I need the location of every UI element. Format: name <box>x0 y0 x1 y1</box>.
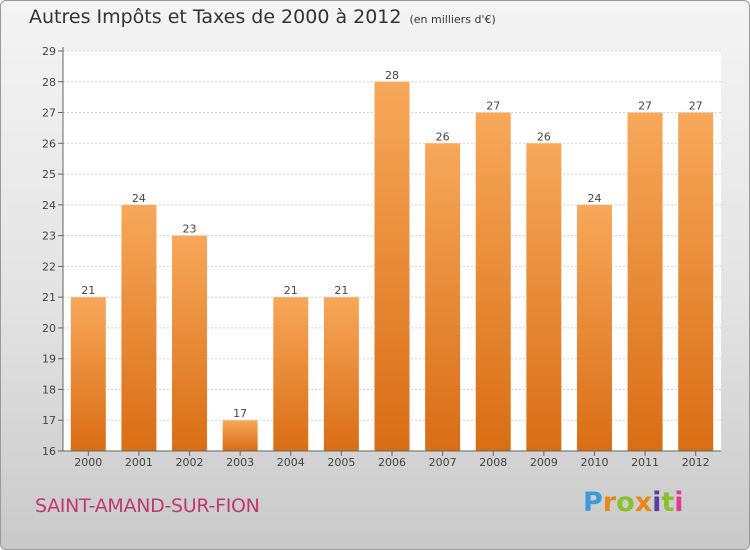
x-tick-label: 2006 <box>378 456 406 469</box>
logo-letter: o <box>616 487 635 518</box>
data-label: 28 <box>385 69 399 82</box>
bar <box>374 81 410 452</box>
x-tick-label: 2007 <box>429 456 457 469</box>
bar <box>70 297 106 451</box>
x-tick-label: 2008 <box>479 456 507 469</box>
data-label: 27 <box>689 100 703 113</box>
y-tick-label: 17 <box>42 414 56 427</box>
x-tick-label: 2000 <box>74 456 102 469</box>
axes: 16 17 18 19 20 21 22 23 24 25 26 27 28 29 2000 2001 2002… <box>42 45 721 469</box>
bar <box>222 420 258 451</box>
chart-title: Autres Impôts et Taxes de 2000 à 2012 (en… <box>29 6 496 28</box>
bar <box>526 143 562 452</box>
bar <box>273 297 309 451</box>
data-label: 24 <box>587 192 601 205</box>
bar <box>627 112 663 452</box>
logo-letter: t <box>661 487 675 518</box>
commune-name: SAINT-AMAND-SUR-FION <box>35 495 260 517</box>
x-tick-label: 2003 <box>226 456 254 469</box>
y-tick-label: 28 <box>42 76 56 89</box>
chart-title-text: Autres Impôts et Taxes de 2000 à 2012 <box>29 6 402 28</box>
x-tick-label: 2005 <box>327 456 355 469</box>
data-label: 26 <box>537 130 551 143</box>
x-tick-label: 2002 <box>176 456 204 469</box>
x-tick-label: 2012 <box>682 456 710 469</box>
data-label: 17 <box>233 407 247 420</box>
y-tick-label: 29 <box>42 45 56 58</box>
y-tick-label: 18 <box>42 383 56 396</box>
x-tick-label: 2011 <box>631 456 659 469</box>
bar <box>576 204 612 451</box>
y-tick-label: 20 <box>42 322 56 335</box>
y-tick-label: 24 <box>42 199 56 212</box>
logo-letter: i <box>652 487 662 518</box>
bar <box>678 112 714 452</box>
logo-letter: r <box>602 487 617 518</box>
chart-unit: (en milliers d'€) <box>409 13 496 26</box>
logo-letter: i <box>674 487 684 518</box>
logo-letter: P <box>583 487 603 518</box>
y-tick-label: 27 <box>42 107 56 120</box>
bar <box>475 112 511 452</box>
data-label: 27 <box>638 100 652 113</box>
bar <box>425 143 461 452</box>
bar <box>121 204 157 451</box>
bars: 21 24 23 17 21 21 28 26 27 26 24 27 27 <box>70 69 714 452</box>
x-tick-label: 2004 <box>277 456 305 469</box>
y-tick-label: 19 <box>42 353 56 366</box>
y-tick-label: 16 <box>42 445 56 458</box>
data-label: 26 <box>436 130 450 143</box>
bar <box>323 297 359 451</box>
data-label: 24 <box>132 192 146 205</box>
data-label: 21 <box>81 284 95 297</box>
y-tick-label: 25 <box>42 168 56 181</box>
data-label: 23 <box>183 223 197 236</box>
data-label: 27 <box>486 100 500 113</box>
y-tick-label: 23 <box>42 230 56 243</box>
x-tick-label: 2009 <box>530 456 558 469</box>
y-tick-label: 21 <box>42 291 56 304</box>
proxiti-logo: Proxiti <box>583 487 684 518</box>
y-tick-label: 26 <box>42 137 56 150</box>
x-tick-label: 2001 <box>125 456 153 469</box>
data-label: 21 <box>334 284 348 297</box>
x-tick-label: 2010 <box>580 456 608 469</box>
y-tick-label: 22 <box>42 260 56 273</box>
bar <box>172 235 208 451</box>
data-label: 21 <box>284 284 298 297</box>
logo-letter: x <box>634 487 653 518</box>
